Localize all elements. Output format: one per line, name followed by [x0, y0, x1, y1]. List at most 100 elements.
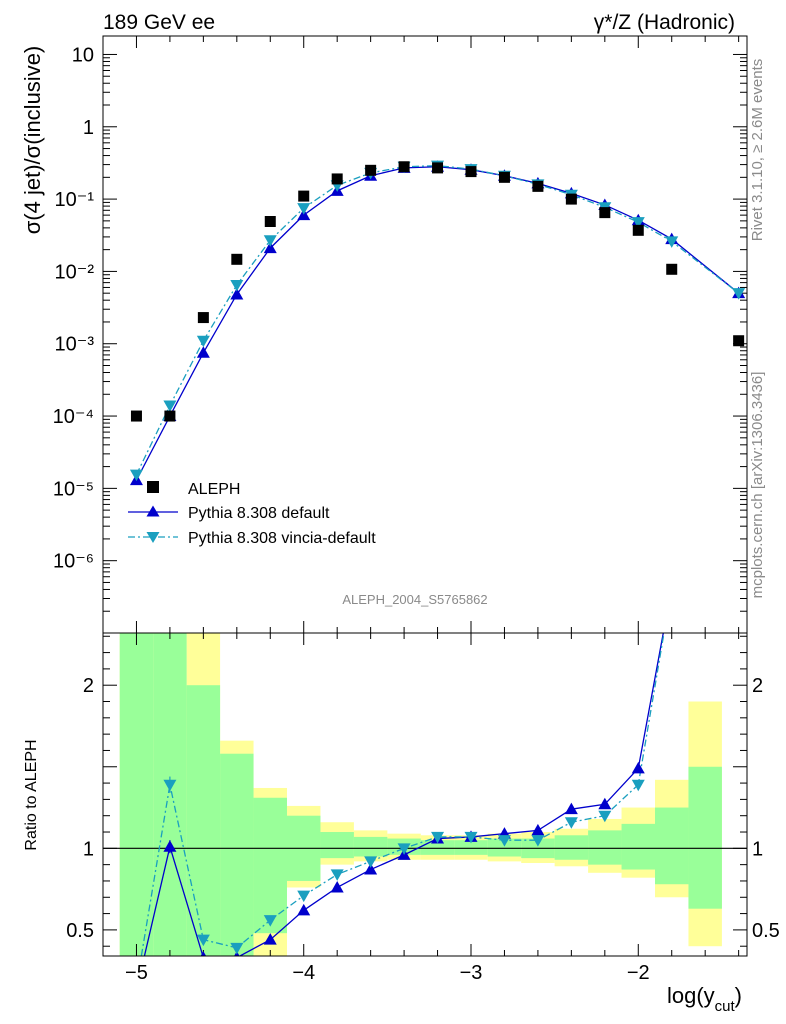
top-y-tick-label: 10⁻²: [55, 261, 95, 283]
ratio-vincia-point: [263, 915, 277, 927]
band-inner-bin: [253, 797, 287, 934]
default-point: [263, 241, 277, 254]
aleph-point: [231, 253, 243, 265]
aleph-point: [264, 215, 276, 227]
ratio-default-point: [598, 797, 612, 810]
ratio-y-tick-label-right: 1: [752, 838, 763, 860]
vincia-point: [230, 279, 244, 292]
ratio-vincia-point: [631, 779, 645, 792]
x-tick-label: −3: [460, 962, 483, 984]
ratio-default-point: [531, 823, 545, 836]
aleph-point: [197, 312, 209, 324]
vincia-point: [732, 288, 746, 300]
top-y-tick-label: 1: [83, 117, 94, 139]
axis-ticks: −5 −4 −3 −2 10⁻⁶ 10⁻⁵ 10⁻⁴ 10⁻³ 10⁻² 10⁻¹ 1 10 0.5 0.…: [53, 36, 780, 984]
ratio-vincia-point: [196, 934, 210, 947]
ratio-vincia-point: [330, 869, 344, 881]
ratio-default-point: [200, 951, 207, 956]
legend-marker-vincia: [146, 532, 160, 543]
ratio-vincia-point: [497, 835, 511, 847]
default-curve: [135, 166, 740, 481]
aleph-point: [298, 190, 310, 202]
ratio-default-point: [631, 761, 645, 774]
vincia-curve: [135, 165, 740, 475]
aleph-point: [565, 193, 577, 205]
rivet-version-text: Rivet 3.1.10, ≥ 2.6M events: [749, 59, 766, 242]
band-inner-bin: [688, 766, 722, 909]
ratio-vincia-point: [464, 831, 478, 844]
band-inner-bin: [420, 840, 455, 855]
ratio-vincia-point: [665, 582, 678, 594]
band-inner-bin: [186, 685, 221, 956]
aleph-point: [331, 173, 343, 185]
ratio-default-point: [564, 802, 578, 815]
ratio-default-point: [297, 903, 311, 916]
ratio-vincia-point: [297, 890, 311, 903]
band-inner-bin: [320, 832, 354, 859]
ratio-default-point: [330, 880, 344, 893]
mcplots-credit-text: mcplots.cern.ch [arXiv:1306.3436]: [749, 372, 766, 599]
aleph-point: [130, 410, 142, 422]
aleph-point: [398, 161, 410, 173]
vincia-point: [631, 217, 645, 229]
ratio-default-point: [665, 581, 678, 593]
band-inner-bin: [588, 830, 622, 865]
aleph-point: [365, 164, 377, 176]
ratio-vincia-point: [431, 831, 445, 844]
legend: ALEPH Pythia 8.308 default Pythia 8.308 …: [128, 481, 376, 547]
band-inner-bin: [353, 836, 388, 857]
top-y-tick-label: 10⁻⁶: [53, 551, 94, 573]
legend-label-default: Pythia 8.308 default: [188, 505, 330, 522]
ratio-y-tick-label: 2: [83, 675, 94, 697]
header-right: γ*/Z (Hadronic): [594, 11, 735, 34]
ratio-vincia-point: [397, 843, 411, 855]
aleph-point: [498, 171, 510, 183]
ratio-panel-frame: [102, 632, 748, 957]
vincia-point: [163, 400, 177, 412]
top-y-tick-label: 10⁻¹: [55, 189, 95, 211]
aleph-point: [666, 263, 678, 275]
ratio-vincia-point: [531, 835, 545, 847]
ratio-default-point: [364, 863, 378, 875]
legend-label-aleph: ALEPH: [188, 481, 240, 498]
ratio-default-point: [263, 933, 277, 945]
ratio-y-axis-label: Ratio to ALEPH: [23, 739, 40, 850]
band-inner-bin: [119, 633, 154, 956]
top-y-tick-label: 10⁻³: [55, 334, 95, 356]
legend-marker-aleph: [147, 481, 159, 493]
ratio-panel-series: [140, 581, 678, 956]
aleph-point: [632, 224, 644, 236]
top-y-axis-label: σ(4 jet)/σ(inclusive): [20, 46, 45, 235]
vincia-point: [196, 335, 210, 348]
vincia-point: [263, 235, 277, 247]
aleph-point: [733, 335, 745, 347]
ratio-y-tick-label-right: 0.5: [752, 920, 780, 942]
top-panel-series: [129, 160, 746, 486]
legend-marker-default: [146, 505, 160, 517]
vincia-point: [129, 469, 143, 482]
aleph-point: [164, 410, 176, 422]
x-axis-label: log(ycut): [667, 983, 742, 1015]
aleph-point: [599, 207, 611, 219]
band-inner-bin: [454, 840, 488, 855]
ratio-vincia-point: [598, 810, 612, 823]
x-tick-label: −4: [292, 962, 315, 984]
band-inner-bin: [153, 633, 187, 956]
ratio-y-tick-label-right: 2: [752, 675, 763, 697]
default-point: [230, 287, 244, 300]
ratio-vincia-point: [230, 942, 244, 955]
band-inner-bin: [554, 835, 589, 860]
vincia-point: [297, 203, 311, 215]
x-tick-label: −5: [125, 962, 148, 984]
aleph-point: [432, 162, 444, 174]
default-point: [196, 346, 210, 358]
analysis-id: ALEPH_2004_S5765862: [342, 592, 487, 607]
top-y-tick-label: 10⁻⁴: [53, 406, 94, 428]
band-inner-bin: [487, 838, 522, 857]
ratio-vincia-point: [564, 817, 578, 829]
aleph-point: [532, 180, 544, 192]
aleph-point: [465, 166, 477, 178]
vincia-point: [665, 236, 679, 248]
band-inner-bin: [655, 807, 689, 885]
